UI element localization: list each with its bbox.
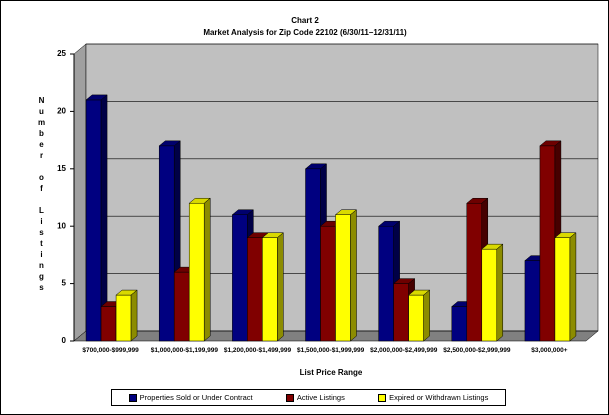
x-tick-label: $700,000-$999,999 [82, 347, 139, 354]
bar [261, 232, 285, 342]
bar-front [539, 145, 556, 342]
legend-label: Expired or Withdrawn Listings [389, 393, 489, 402]
bar-side [203, 197, 211, 342]
bar [85, 94, 108, 342]
bar-side [277, 232, 284, 342]
bar-side [569, 232, 577, 342]
bar-front [320, 225, 336, 342]
legend-item: Properties Sold or Under Contract [128, 393, 253, 402]
x-tick-label: $2,000,000-$2,499,999 [370, 347, 438, 354]
chart-title: Chart 2 [291, 16, 319, 25]
bar-front [247, 237, 263, 342]
legend-swatch [378, 393, 387, 402]
legend-label: Properties Sold or Under Contract [139, 393, 253, 402]
bar-front [262, 237, 278, 342]
bar-front [85, 99, 102, 342]
x-tick-label: $1,000,000-$1,199,999 [150, 347, 218, 354]
y-tick-label: 20 [57, 107, 66, 116]
x-axis-title: List Price Range [300, 368, 363, 377]
bar-front [481, 248, 498, 342]
bar-front [408, 294, 424, 342]
x-tick-label: $1,500,000-$1,999,999 [297, 347, 365, 354]
legend-label: Active Listings [296, 393, 345, 402]
bar-front [466, 202, 483, 342]
bar-front [232, 214, 248, 342]
bar [554, 232, 577, 342]
bar-front [393, 283, 409, 342]
chart-subtitle: Market Analysis for Zip Code 22102 (6/30… [203, 28, 407, 37]
y-tick-label: 25 [57, 49, 66, 58]
legend-item: Expired or Withdrawn Listings [378, 393, 488, 402]
bar-front [335, 214, 351, 342]
y-tick-label: 15 [57, 164, 66, 173]
legend: Properties Sold or Under Contract Active … [111, 389, 506, 406]
bar-front [115, 294, 132, 342]
bar [334, 209, 358, 342]
bar-side [423, 289, 430, 342]
y-tick-label: 0 [62, 336, 67, 345]
bar-front [158, 145, 175, 342]
y-tick-label: 5 [62, 279, 67, 288]
x-tick-label: $2,500,000-$2,999,999 [443, 347, 511, 354]
legend-swatch [285, 393, 294, 402]
legend-item: Active Listings [285, 393, 345, 402]
bar [407, 289, 431, 342]
bar-front [188, 202, 205, 342]
side-wall [73, 43, 87, 342]
bar-front [451, 306, 468, 342]
bar [115, 289, 138, 342]
x-tick-label: $1,200,000-$1,499,999 [223, 347, 292, 354]
bar-front [173, 271, 190, 342]
y-tick-label: 10 [57, 221, 66, 230]
x-tick-label: $3,000,000+ [531, 347, 568, 354]
bar-front [305, 168, 321, 342]
legend-swatch [128, 393, 137, 402]
y-axis-title: Number of Listings [37, 96, 46, 294]
bar-side [130, 289, 138, 342]
bar-front [554, 237, 571, 342]
bar-front [378, 225, 394, 342]
bar-front [524, 260, 541, 342]
bar-front [100, 306, 117, 342]
bar [481, 243, 504, 342]
bar-side [496, 243, 504, 342]
bar-side [350, 209, 357, 342]
bar [188, 197, 211, 342]
